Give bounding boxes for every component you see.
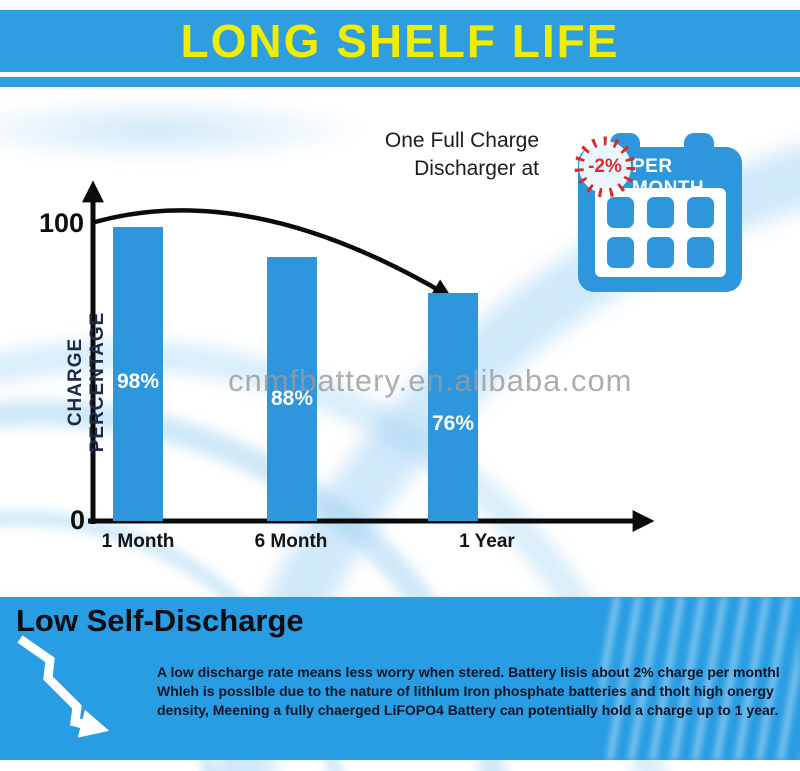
watermark: cnmfbattery.en.alibaba.com (228, 363, 633, 398)
page-title: LONG SHELF LIFE (180, 15, 620, 67)
chart-annotation: One Full Charge Discharger at (337, 127, 539, 183)
discount-value: -2% (588, 156, 622, 177)
discount-burst-icon: -2% (572, 134, 638, 200)
calendar-icon: PER MONTH -2% (574, 133, 742, 293)
footer-paragraph: A low discharge rate means less worry wh… (157, 663, 787, 720)
calendar-cell (687, 197, 714, 228)
swirl-wave (0, 95, 370, 165)
header-banner: LONG SHELF LIFE (0, 10, 800, 72)
x-tick-label: 1 Year (459, 531, 515, 552)
footer-streak-pattern (600, 597, 800, 760)
x-tick-label: 1 Month (101, 531, 175, 552)
bar-value-label: 98% (116, 370, 160, 393)
calendar-cell (607, 237, 634, 268)
calendar-cell (607, 197, 634, 228)
bar-value-label: 76% (431, 412, 475, 435)
calendar-cell (647, 237, 674, 268)
calendar-cell (687, 237, 714, 268)
bar-value-label: 88% (270, 387, 314, 410)
calendar-body: PER MONTH (578, 147, 742, 292)
x-tick-label: 6 Month (254, 531, 328, 552)
zigzag-down-arrow-icon (17, 635, 110, 738)
calendar-grid (595, 188, 726, 277)
footer-line-2: Whleh is posslble due to the nature of l… (157, 683, 774, 699)
footer-line-1: A low discharge rate means less worry wh… (157, 664, 780, 680)
annotation-line-2: Discharger at (414, 157, 539, 180)
chart-area: One Full Charge Discharger at PER MONTH (0, 87, 800, 597)
annotation-line-1: One Full Charge (384, 129, 539, 152)
bar-1-year (428, 293, 478, 521)
bar-6-month (267, 257, 317, 521)
footer-heading: Low Self-Discharge (16, 603, 304, 638)
header-stripe (0, 77, 800, 87)
y-axis-label: CHARGE PERCENTAGE (65, 311, 108, 453)
y-tick-0: 0 (69, 505, 85, 535)
calendar-cell (647, 197, 674, 228)
footer-line-3: density, Meening a fully chaerged LiFOPO… (157, 702, 779, 718)
bar-1-month (113, 227, 163, 521)
y-tick-100: 100 (38, 208, 84, 238)
footer-section: Low Self-Discharge A low discharge rate … (0, 597, 800, 760)
